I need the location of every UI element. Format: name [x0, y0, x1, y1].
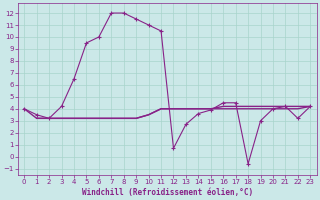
X-axis label: Windchill (Refroidissement éolien,°C): Windchill (Refroidissement éolien,°C): [82, 188, 253, 197]
